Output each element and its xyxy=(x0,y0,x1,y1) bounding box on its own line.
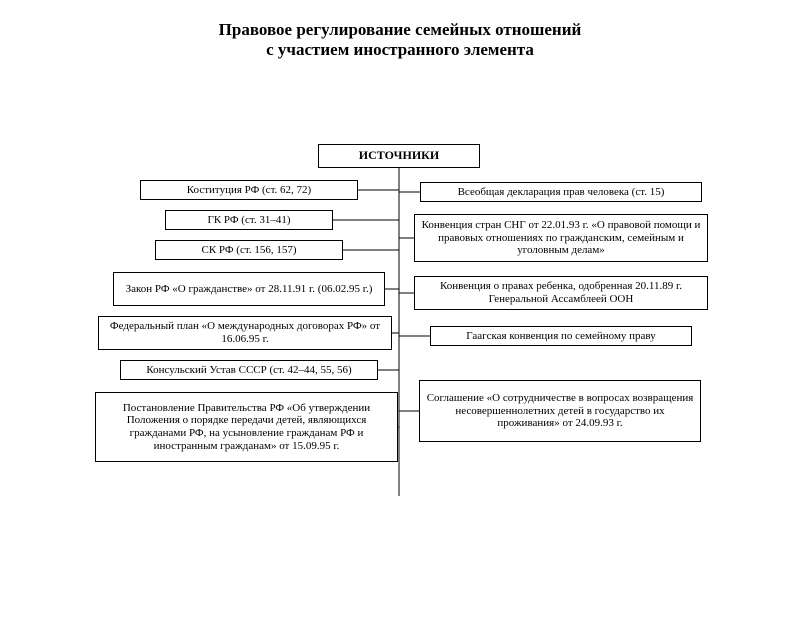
right-node-1: Конвенция стран СНГ от 22.01.93 г. «О пр… xyxy=(414,214,708,262)
left-node-2: СК РФ (ст. 156, 157) xyxy=(155,240,343,260)
right-node-0: Всеобщая декларация прав человека (ст. 1… xyxy=(420,182,702,202)
left-node-4: Федеральный план «О международных догово… xyxy=(98,316,392,350)
diagram-area: ИСТОЧНИКИ Коституция РФ (ст. 62, 72) ГК РФ… xyxy=(0,0,800,600)
left-node-1: ГК РФ (ст. 31–41) xyxy=(165,210,333,230)
root-node: ИСТОЧНИКИ xyxy=(318,144,480,168)
right-node-3: Гаагская конвенция по семейному праву xyxy=(430,326,692,346)
right-node-4: Соглашение «О сотрудничестве в вопросах … xyxy=(419,380,701,442)
left-node-5: Консульский Устав СССР (ст. 42–44, 55, 5… xyxy=(120,360,378,380)
right-node-2: Конвенция о правах ребенка, одобренная 2… xyxy=(414,276,708,310)
left-node-0: Коституция РФ (ст. 62, 72) xyxy=(140,180,358,200)
left-node-6: Постановление Правительства РФ «Об утвер… xyxy=(95,392,398,462)
left-node-3: Закон РФ «О гражданстве» от 28.11.91 г. … xyxy=(113,272,385,306)
